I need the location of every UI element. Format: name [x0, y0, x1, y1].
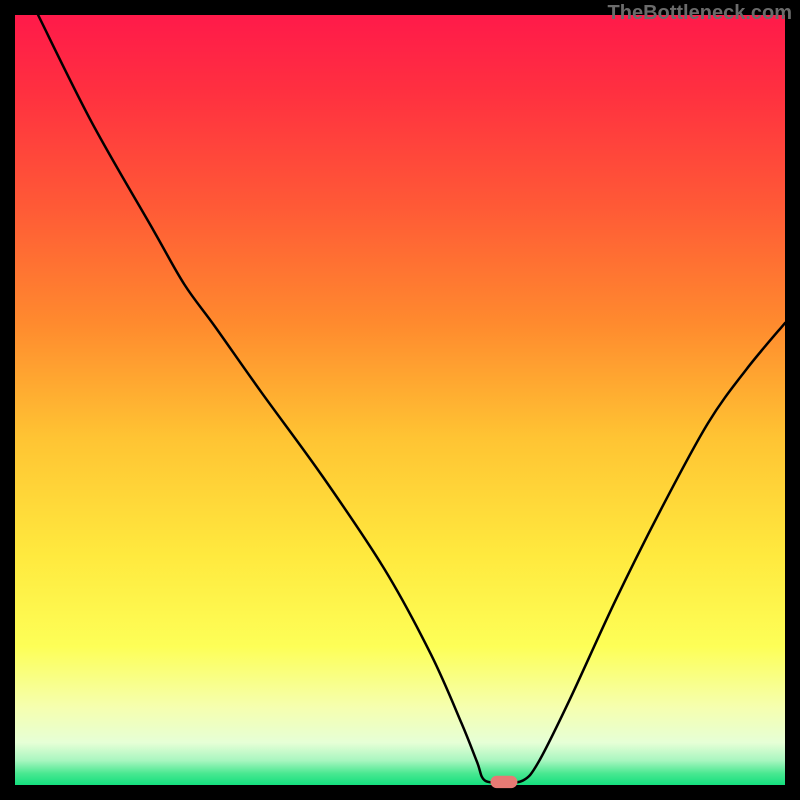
bottleneck-chart-svg: [0, 0, 800, 800]
chart-background: [15, 15, 785, 785]
chart-container: TheBottleneck.com: [0, 0, 800, 800]
optimal-point-marker: [490, 776, 517, 788]
watermark-text: TheBottleneck.com: [608, 2, 792, 25]
